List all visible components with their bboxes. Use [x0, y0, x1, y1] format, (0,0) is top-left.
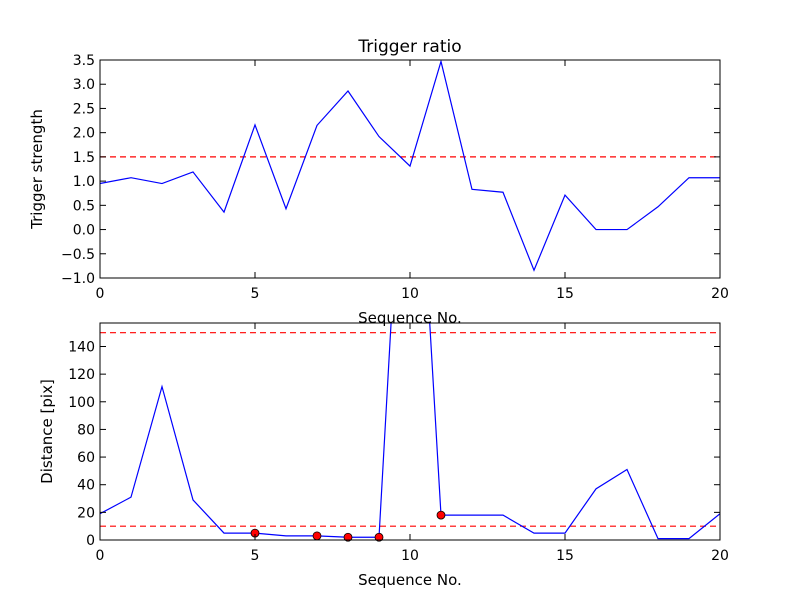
x-tick-label: 5: [251, 548, 260, 564]
y-tick-label: −1.0: [61, 271, 95, 287]
subplot-2: 0 5 10 15 20 0 20 40 60 80 100 120 140 Sequence No. Di…: [38, 322, 729, 589]
y-tick-label: 0: [86, 533, 95, 549]
x-tick-label: 20: [711, 286, 729, 302]
chart-title: Trigger ratio: [357, 37, 461, 57]
x-axis-label: Sequence No.: [358, 571, 462, 589]
y-tick-label: 80: [77, 422, 95, 438]
y-axis-label: Distance [pix]: [38, 379, 56, 484]
axes-frame: [99, 59, 721, 279]
data-point-marker: [343, 532, 353, 542]
series-line-1: [100, 323, 720, 540]
y-tick-label: 2.0: [73, 126, 95, 142]
y-tick-label: −0.5: [61, 247, 95, 263]
y-tick-label: 1.5: [73, 150, 95, 166]
y-tick-label: 40: [77, 478, 95, 494]
y-tick-label: 1.0: [73, 174, 95, 190]
data-point-marker: [312, 531, 322, 541]
x-tick-label: 15: [556, 548, 574, 564]
y-tick-label: 3.0: [73, 77, 95, 93]
y-tick-label: 60: [77, 450, 95, 466]
data-point-marker: [436, 510, 446, 520]
y-tick-label: 3.5: [73, 53, 95, 69]
series-line-1: [100, 60, 720, 272]
y-tick-label: 2.5: [73, 101, 95, 117]
y-tick-label: 140: [68, 339, 95, 355]
axes-frame: [99, 322, 721, 541]
x-tick-label: 5: [251, 286, 260, 302]
y-tick-label: 20: [77, 505, 95, 521]
x-tick-label: 20: [711, 548, 729, 564]
x-tick-label: 0: [96, 286, 105, 302]
y-axis-label: Trigger strength: [28, 109, 46, 230]
x-tick-label: 0: [96, 548, 105, 564]
subplot-1: 0 5 10 15 20 −1.0 −0.5 0.0 0.5 1.0 1.5 2.0 2.5 3.0 3.5…: [28, 37, 729, 327]
y-tick-label: 0.0: [73, 223, 95, 239]
x-tick-label: 15: [556, 286, 574, 302]
y-tick-label: 100: [68, 395, 95, 411]
data-point-marker: [374, 532, 384, 542]
x-tick-label: 10: [401, 548, 419, 564]
x-tick-label: 10: [401, 286, 419, 302]
y-tick-label: 0.5: [73, 198, 95, 214]
y-tick-label: 120: [68, 367, 95, 383]
